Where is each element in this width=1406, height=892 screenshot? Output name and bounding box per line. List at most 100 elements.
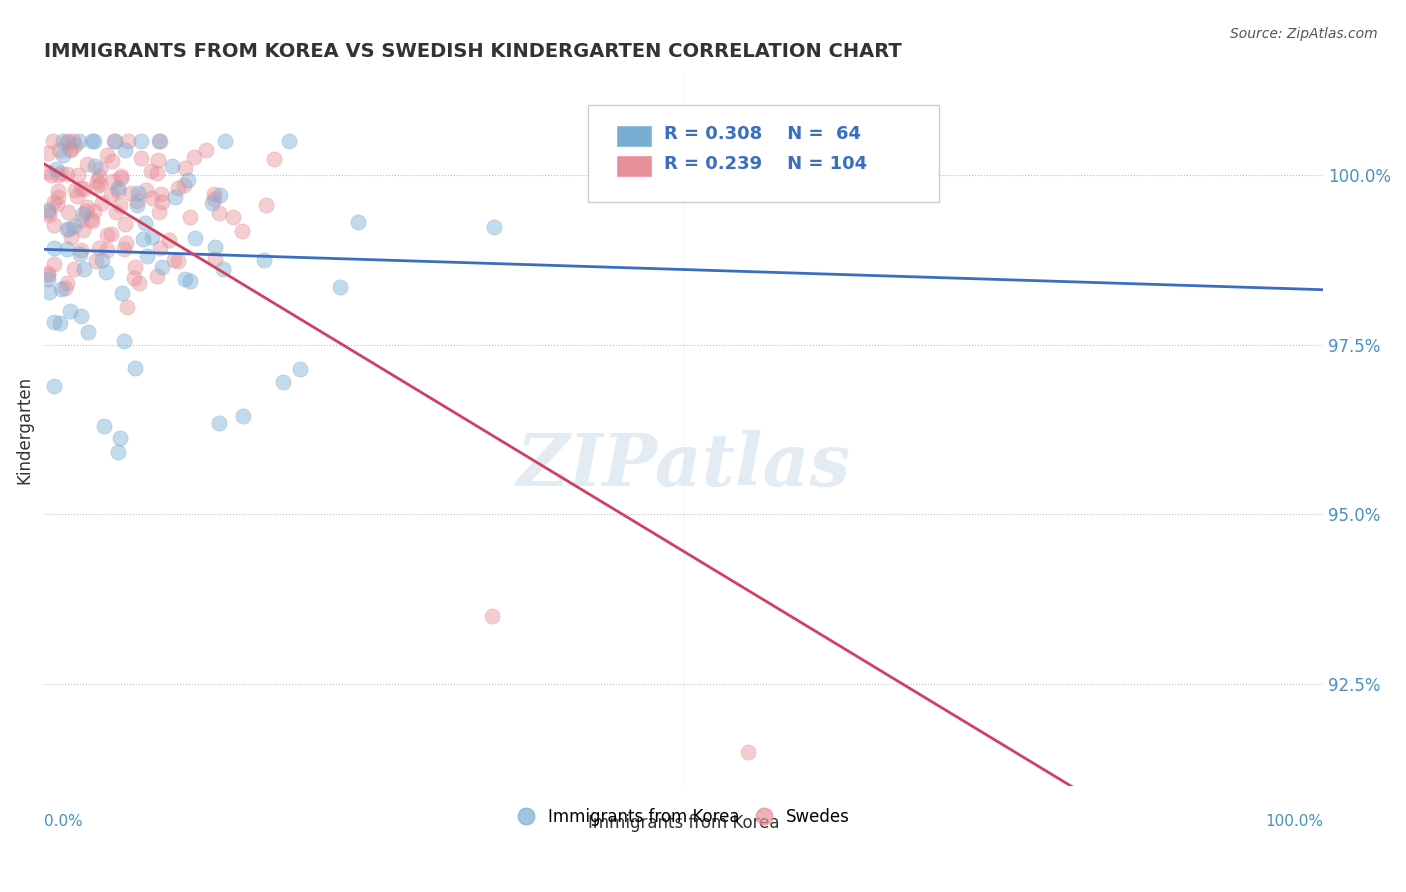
Point [66, 168, 89, 182]
Point [157, 233, 180, 247]
Point [131, 232, 153, 246]
Point [63, 183, 86, 197]
Point [111, 286, 134, 301]
Point [167, 181, 190, 195]
Point [101, 153, 124, 168]
Text: R = 0.239    N = 104: R = 0.239 N = 104 [665, 155, 868, 173]
Text: 0.0%: 0.0% [44, 814, 83, 830]
Point [141, 191, 163, 205]
Point [89, 177, 111, 191]
Point [42, 257, 65, 271]
Point [84, 253, 107, 268]
Point [232, 409, 254, 423]
Point [80, 211, 103, 226]
Point [184, 231, 207, 245]
Point [114, 143, 136, 157]
Point [77, 325, 100, 339]
Point [49, 316, 72, 330]
Point [72, 207, 94, 221]
Point [76, 200, 98, 214]
Point [59, 143, 82, 157]
Point [100, 227, 122, 242]
Point [263, 152, 285, 166]
Point [107, 181, 129, 195]
Point [146, 268, 169, 283]
Point [149, 241, 172, 255]
Point [93, 418, 115, 433]
Point [148, 205, 170, 219]
Point [73, 261, 96, 276]
Point [72, 223, 94, 237]
Point [173, 178, 195, 192]
Point [87, 241, 110, 255]
Point [202, 186, 225, 201]
Y-axis label: Kindergarten: Kindergarten [15, 376, 32, 483]
Point [110, 170, 132, 185]
Point [55, 242, 77, 256]
Point [104, 205, 127, 219]
Point [51, 147, 73, 161]
Point [42, 134, 65, 148]
Point [183, 150, 205, 164]
Point [63, 137, 86, 152]
Point [42, 379, 65, 393]
Point [56, 205, 79, 219]
Point [103, 134, 125, 148]
Point [46, 197, 69, 211]
Point [42, 241, 65, 255]
Point [124, 271, 146, 285]
Point [80, 214, 103, 228]
Point [56, 221, 79, 235]
Point [148, 134, 170, 148]
Point [86, 179, 108, 194]
Point [194, 144, 217, 158]
Point [347, 215, 370, 229]
Point [83, 134, 105, 148]
Point [76, 157, 98, 171]
Point [37, 203, 59, 218]
Text: Immigrants from Korea: Immigrants from Korea [588, 814, 779, 832]
Point [56, 134, 79, 148]
Point [83, 204, 105, 219]
Point [46, 184, 69, 198]
Point [70, 212, 93, 227]
Point [127, 198, 149, 212]
Point [107, 445, 129, 459]
Point [96, 227, 118, 242]
Point [174, 272, 197, 286]
Point [86, 174, 108, 188]
Point [46, 190, 69, 204]
Point [46, 168, 69, 182]
Point [49, 282, 72, 296]
Point [38, 208, 60, 222]
Point [38, 285, 60, 299]
Point [152, 260, 174, 275]
Point [56, 136, 79, 150]
Point [204, 252, 226, 266]
Point [288, 362, 311, 376]
Point [481, 609, 503, 624]
Point [53, 281, 76, 295]
Point [56, 167, 79, 181]
Point [42, 194, 65, 209]
FancyBboxPatch shape [588, 105, 939, 202]
Point [204, 240, 226, 254]
Point [37, 272, 59, 286]
Point [69, 180, 91, 194]
Point [110, 169, 132, 183]
Point [139, 164, 162, 178]
Point [89, 162, 111, 177]
Point [44, 315, 66, 329]
Point [96, 265, 118, 279]
Point [62, 262, 84, 277]
Point [73, 182, 96, 196]
Point [90, 195, 112, 210]
Point [179, 274, 201, 288]
Point [148, 134, 170, 148]
Point [177, 173, 200, 187]
Point [89, 169, 111, 183]
Point [254, 197, 277, 211]
Point [104, 134, 127, 148]
Point [69, 243, 91, 257]
Point [200, 196, 222, 211]
